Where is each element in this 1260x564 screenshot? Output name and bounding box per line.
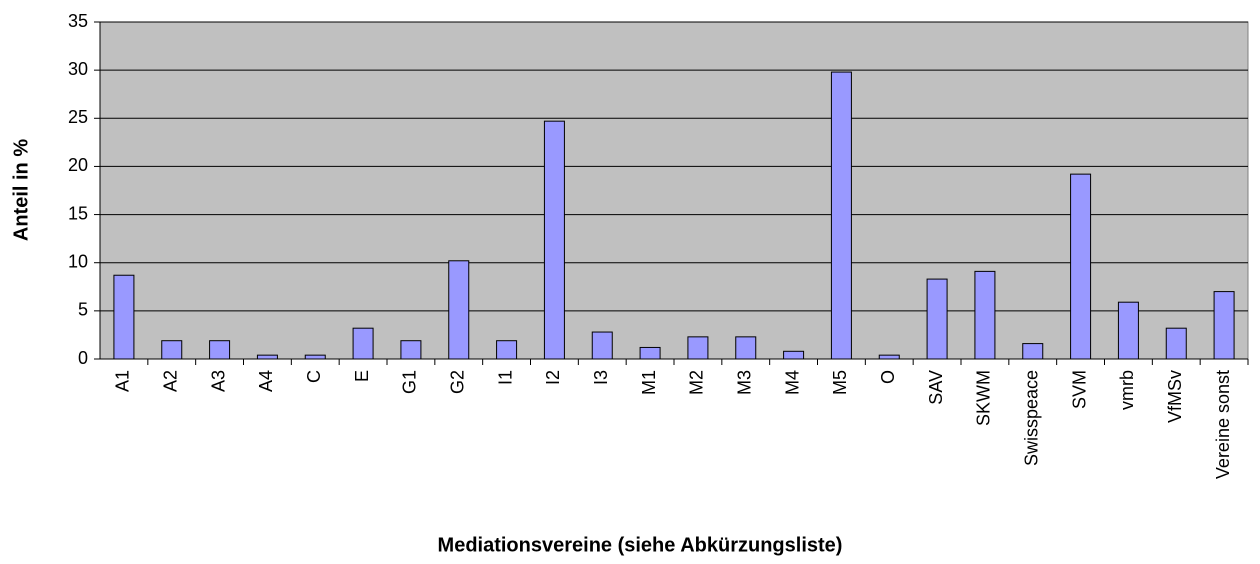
plot-area [99,21,1249,360]
x-tick-label: G1 [400,370,420,394]
x-tick-label: C [304,370,324,383]
x-tick-label: O [878,370,898,384]
bar [352,327,374,360]
bar [496,340,518,360]
bar [1117,301,1139,360]
bar [591,331,613,360]
y-axis-title: Anteil in % [10,139,32,241]
bar [783,350,805,360]
x-tick-label: I1 [495,370,515,385]
bar [926,278,948,360]
bar [735,336,757,360]
y-tick-label: 35 [68,11,88,31]
x-tick-label: E [352,370,372,382]
x-axis-title: Mediationsvereine (siehe Abkürzungsliste… [438,534,843,556]
x-tick-label: Vereine sonst [1213,370,1233,479]
bar [1213,291,1235,360]
bar [304,354,326,360]
x-tick-label: I3 [591,370,611,385]
y-tick-label: 15 [68,203,88,223]
x-tick-label: Swisspeace [1022,370,1042,466]
bar [830,71,852,360]
bar [1022,343,1044,360]
x-tick-label: SKWM [974,370,994,426]
bar [1165,327,1187,360]
x-tick-label: I2 [543,370,563,385]
x-tick-label: M5 [830,370,850,395]
x-tick-label: M2 [687,370,707,395]
bar [687,336,709,360]
bar [1070,173,1092,360]
y-tick-label: 25 [68,107,88,127]
bar [974,270,996,360]
x-tick-label: M3 [735,370,755,395]
bar [878,354,900,360]
x-tick-label: M4 [782,370,802,395]
y-tick-label: 5 [78,300,88,320]
bar [256,354,278,360]
y-tick-label: 20 [68,155,88,175]
bar [400,340,422,360]
x-tick-label: A4 [256,370,276,392]
x-tick-label: M1 [639,370,659,395]
x-tick-label: SAV [926,370,946,405]
x-tick-label: vmrb [1117,370,1137,410]
x-tick-label: SVM [1069,370,1089,409]
bar [113,274,135,360]
x-tick-label: A3 [208,370,228,392]
bar [209,340,231,360]
x-tick-label: VfMSv [1165,370,1185,423]
x-tick-label: A1 [113,370,133,392]
y-tick-label: 30 [68,59,88,79]
bar [543,120,565,360]
bar [639,346,661,360]
x-tick-label: A2 [161,370,181,392]
x-tick-label: G2 [448,370,468,394]
bar [161,340,183,360]
y-tick-label: 10 [68,251,88,271]
bar [448,260,470,360]
y-tick-label: 0 [78,348,88,368]
